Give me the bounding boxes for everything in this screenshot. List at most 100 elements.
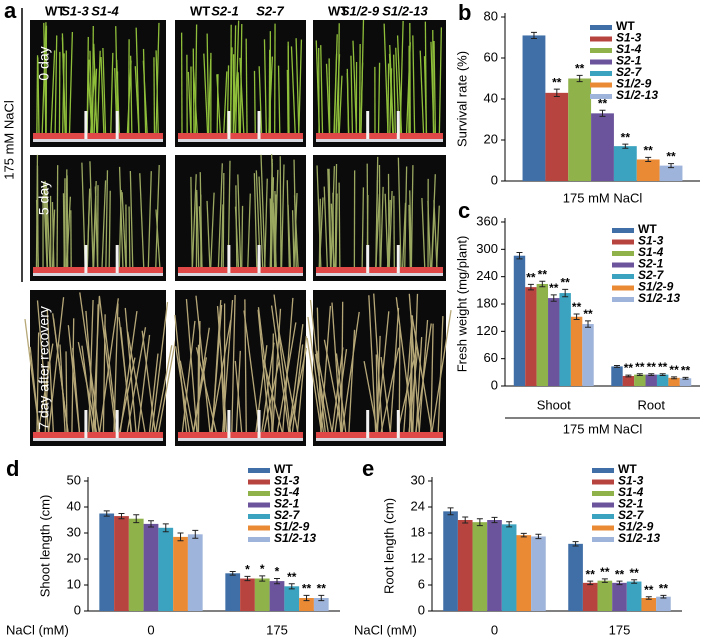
y-tick-label: 0	[418, 602, 425, 617]
photo-grid	[24, 19, 452, 446]
bar	[570, 316, 583, 386]
legend-label: S2-1	[618, 497, 644, 511]
significance: **	[635, 360, 645, 374]
plant	[335, 193, 338, 268]
plant	[113, 303, 119, 433]
plant	[258, 176, 264, 268]
plant	[66, 196, 71, 268]
plant	[101, 180, 107, 268]
plant	[127, 331, 146, 433]
plant	[315, 40, 321, 134]
plant	[198, 206, 203, 268]
label-stake	[227, 245, 231, 273]
label-stake	[257, 111, 261, 139]
legend-label: S2-7	[638, 268, 665, 282]
plant	[380, 356, 391, 433]
plant	[290, 46, 296, 134]
plant	[415, 336, 423, 433]
plant	[135, 27, 140, 134]
plant	[335, 353, 347, 433]
tray	[178, 267, 303, 273]
legend-swatch	[248, 502, 270, 508]
significance: **	[538, 267, 548, 281]
plant	[119, 311, 138, 433]
bar	[240, 578, 255, 611]
plant	[263, 39, 267, 134]
plant	[438, 27, 443, 134]
panel-label: c	[458, 198, 470, 223]
bar	[284, 586, 300, 611]
error-bar	[535, 533, 542, 540]
legend-swatch	[612, 285, 634, 291]
legend-swatch	[590, 59, 612, 65]
plant	[431, 310, 452, 433]
significance: **	[560, 276, 570, 290]
plant	[378, 165, 381, 268]
error-bar	[516, 252, 523, 260]
x-tick-label: Root	[638, 397, 666, 412]
legend-label: S2-7	[274, 508, 301, 522]
error-bar	[648, 373, 655, 377]
tray-base	[178, 438, 303, 441]
x-axis-label: NaCl (mM)	[354, 622, 417, 637]
plant	[376, 311, 390, 433]
bar	[531, 536, 546, 611]
legend-swatch	[592, 468, 614, 473]
error-bar	[585, 320, 592, 328]
significance: **	[598, 96, 608, 110]
plant	[210, 192, 215, 268]
plant	[129, 170, 134, 268]
column-label: WT	[45, 3, 65, 18]
plant	[316, 307, 322, 433]
plant	[24, 318, 41, 433]
bar	[641, 598, 657, 611]
plant	[124, 307, 137, 433]
bar	[582, 582, 598, 611]
bar	[545, 92, 569, 181]
x-tick-label: 0	[147, 622, 154, 637]
legend-label: S1-3	[274, 474, 300, 488]
error-bar	[645, 596, 652, 600]
plant	[335, 54, 341, 134]
legend-swatch	[592, 491, 614, 496]
plant	[323, 339, 343, 433]
bar	[668, 377, 680, 386]
error-bar	[506, 521, 513, 528]
significance: **	[287, 570, 297, 584]
column-label: WT	[328, 3, 348, 18]
bar	[225, 573, 241, 611]
plant	[380, 186, 384, 268]
plant	[91, 25, 94, 134]
legend-label: S2-7	[618, 508, 645, 522]
significance: **	[669, 363, 679, 377]
legend-swatch	[590, 25, 612, 30]
plant	[272, 202, 277, 268]
plant	[373, 293, 383, 433]
label-stake	[227, 410, 231, 438]
significance: **	[624, 361, 634, 375]
error-bar	[616, 580, 623, 586]
plant	[389, 307, 400, 433]
plant	[430, 323, 434, 433]
error-bar	[133, 514, 140, 524]
plant	[118, 317, 133, 433]
legend-label: S1-3	[618, 474, 644, 488]
plant	[216, 74, 221, 134]
bar	[679, 378, 692, 386]
significance: *	[260, 562, 265, 576]
significance: **	[658, 360, 668, 374]
label-stake	[84, 111, 88, 139]
plant	[433, 41, 437, 134]
plant	[288, 324, 304, 433]
error-bar	[192, 529, 199, 539]
legend-swatch	[592, 514, 614, 519]
plant	[96, 50, 101, 134]
plant	[338, 182, 341, 268]
bar	[143, 523, 159, 611]
legend-label: WT	[618, 462, 637, 476]
legend-label: WT	[638, 222, 657, 236]
legend-label: S1/2-9	[638, 280, 674, 294]
bar	[613, 146, 637, 181]
legend-label: S2-1	[638, 257, 664, 271]
bar	[597, 580, 613, 611]
